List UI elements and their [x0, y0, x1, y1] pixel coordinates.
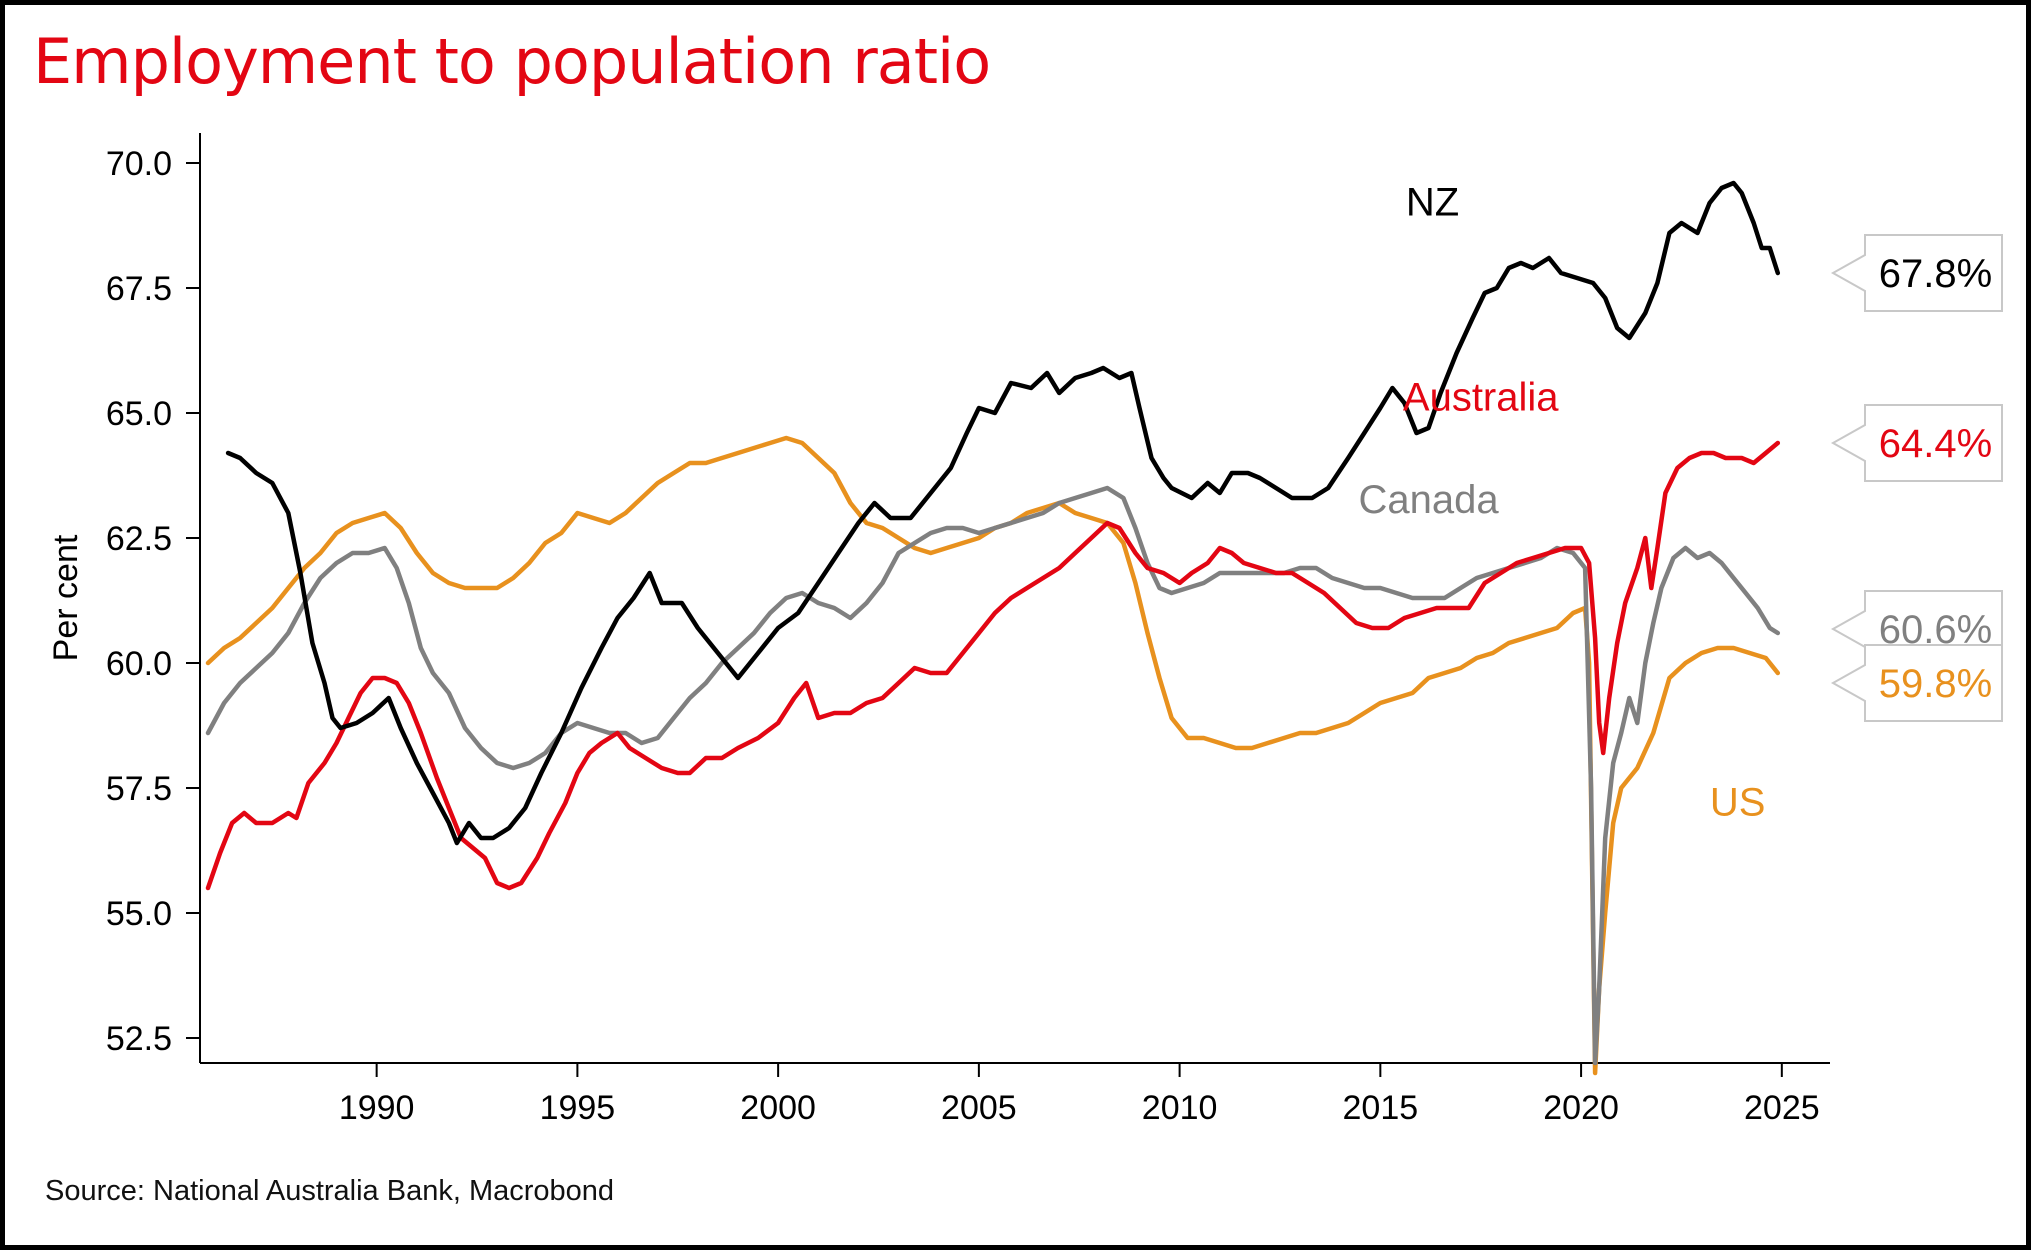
series-line-nz: [225, 180, 1781, 846]
value-callout-nz: 67.8%: [1830, 234, 2003, 312]
x-tick-label: 2005: [941, 1089, 1017, 1127]
series-labels: NZ Australia Canada US: [1358, 181, 1765, 825]
y-tick-label: 55.0: [106, 895, 172, 933]
series-label-nz: NZ: [1406, 181, 1459, 225]
y-tick-label: 52.5: [106, 1020, 172, 1058]
line-chart: 52.5 55.0 57.5 60.0 62.5 65.0 67.5 70.0 1990 1995…: [47, 133, 2003, 1127]
y-tick-label: 60.0: [106, 645, 172, 683]
chart-title: Employment to population ratio: [33, 25, 991, 98]
callout-value: 67.8%: [1879, 252, 1992, 296]
value-callout-australia: 64.4%: [1830, 404, 2003, 482]
x-tick-label: 2000: [740, 1089, 816, 1127]
x-tick-label: 2010: [1142, 1089, 1218, 1127]
x-tick-label: 1995: [540, 1089, 616, 1127]
callout-box: [1830, 404, 2003, 482]
y-tick-label: 65.0: [106, 395, 172, 433]
x-tick-label: 1990: [339, 1089, 415, 1127]
series-line-australia: [205, 440, 1781, 891]
callout-box: [1830, 644, 2003, 722]
series-line-us: [205, 435, 1781, 1076]
callout-value: 64.4%: [1879, 422, 1992, 466]
y-tick-label: 57.5: [106, 770, 172, 808]
series-label-canada: Canada: [1358, 478, 1499, 522]
x-tick-label: 2025: [1744, 1089, 1820, 1127]
value-callout-us: 59.8%: [1830, 644, 2003, 722]
source-note: Source: National Australia Bank, Macrobo…: [45, 1175, 615, 1207]
series-label-australia: Australia: [1403, 376, 1559, 420]
y-tick-label: 62.5: [106, 520, 172, 558]
x-tick-label: 2015: [1343, 1089, 1419, 1127]
x-tick-label: 2020: [1543, 1089, 1619, 1127]
callout-box: [1830, 234, 2003, 312]
series-line-canada: [205, 485, 1781, 1066]
value-callouts: 67.8%64.4%60.6%59.8%: [1830, 234, 2003, 722]
callout-value: 59.8%: [1879, 662, 1992, 706]
axes: 52.5 55.0 57.5 60.0 62.5 65.0 67.5 70.0 1990 1995…: [47, 133, 1830, 1127]
series-lines: [205, 180, 1781, 1076]
y-axis-title: Per cent: [47, 534, 85, 661]
y-tick-label: 70.0: [106, 145, 172, 183]
y-tick-label: 67.5: [106, 270, 172, 308]
series-label-us: US: [1710, 781, 1766, 825]
